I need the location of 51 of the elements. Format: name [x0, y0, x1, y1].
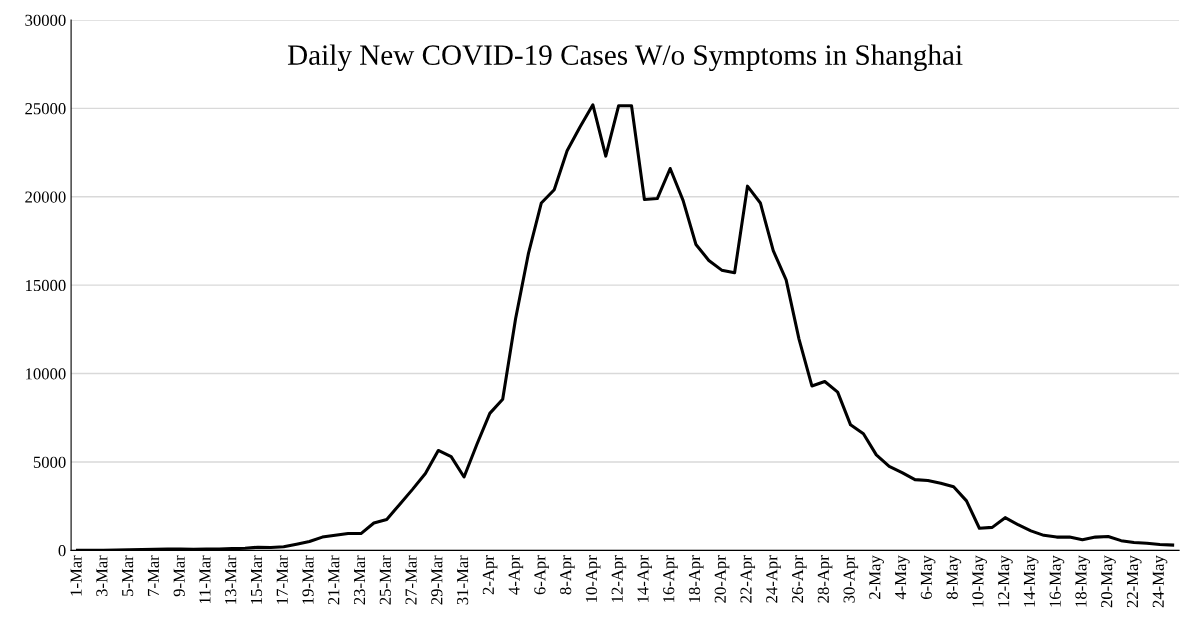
x-tick-label: 12-May [998, 555, 1013, 607]
x-tick-label: 4-May [895, 555, 910, 600]
x-tick-label: 14-May [1023, 555, 1039, 607]
x-tick-label: 9-Mar [173, 555, 185, 597]
x-tick-label: 5-Mar [122, 555, 134, 596]
x-tick-label: 19-Mar [302, 555, 314, 604]
x-tick-label: 20-May [1101, 555, 1116, 608]
x-tick-label: 24-May [1152, 555, 1168, 608]
x-tick-label: 28-Apr [817, 555, 833, 603]
x-tick-label: 2-May [869, 555, 884, 599]
y-tick-label: 25000 [25, 103, 66, 115]
x-tick-label: 23-Mar [353, 555, 366, 605]
text: Daily New COVID-19 Cases W/o Symptoms in Shanghai [287, 44, 963, 71]
y-tick-label: 15000 [26, 279, 66, 292]
x-tick-label: 14-Apr [637, 555, 652, 602]
x-tick-label: 3-Mar [96, 555, 108, 597]
x-tick-label: 15-Mar [250, 555, 263, 604]
x-tick-label: 8-Apr [560, 555, 575, 595]
x-tick-label: 24-Apr [766, 555, 781, 603]
x-tick-label: 1-Mar [70, 555, 82, 596]
x-tick-label: 27-Mar [405, 555, 417, 605]
x-tick-label: 20-Apr [714, 555, 730, 603]
x-tick-label: 11-Mar [199, 555, 211, 604]
y-tick-label: 30000 [25, 14, 66, 26]
x-tick-label: 16-Apr [663, 555, 678, 602]
y-tick-label: 10000 [26, 368, 66, 380]
x-tick-label: 22-Apr [740, 555, 756, 603]
x-tick-label: 30-Apr [843, 555, 859, 603]
x-tick-label: 10-May [972, 555, 987, 607]
x-tick-label: 26-Apr [791, 555, 807, 603]
x-tick-label: 12-Apr [611, 555, 627, 602]
x-tick-label: 22-May [1126, 555, 1142, 608]
x-tick-label: 13-Mar [225, 555, 237, 604]
x-tick-label: 17-Mar [276, 555, 288, 604]
x-tick-label: 6-Apr [534, 555, 549, 595]
x-tick-label: 31-Mar [457, 555, 469, 605]
x-tick-label: 18-Apr [688, 555, 704, 602]
x-tick-label: 18-May [1075, 555, 1091, 607]
y-tick-label: 0 [58, 545, 66, 557]
x-tick-label: 6-May [920, 555, 936, 599]
y-tick-label: 20000 [25, 191, 66, 203]
x-tick-label: 7-Mar [147, 555, 160, 596]
x-tick-label: 4-Apr [508, 555, 524, 595]
x-tick-label: 16-May [1049, 555, 1065, 607]
x-tick-label: 8-May [946, 555, 962, 600]
x-tick-label: 10-Apr [585, 555, 601, 602]
x-tick-label: 21-Mar [328, 555, 340, 605]
x-tick-label: 29-Mar [431, 555, 443, 605]
x-tick-label: 25-Mar [379, 555, 391, 605]
x-tick-label: 2-Apr [482, 555, 498, 595]
y-tick-label: 5000 [33, 456, 66, 468]
